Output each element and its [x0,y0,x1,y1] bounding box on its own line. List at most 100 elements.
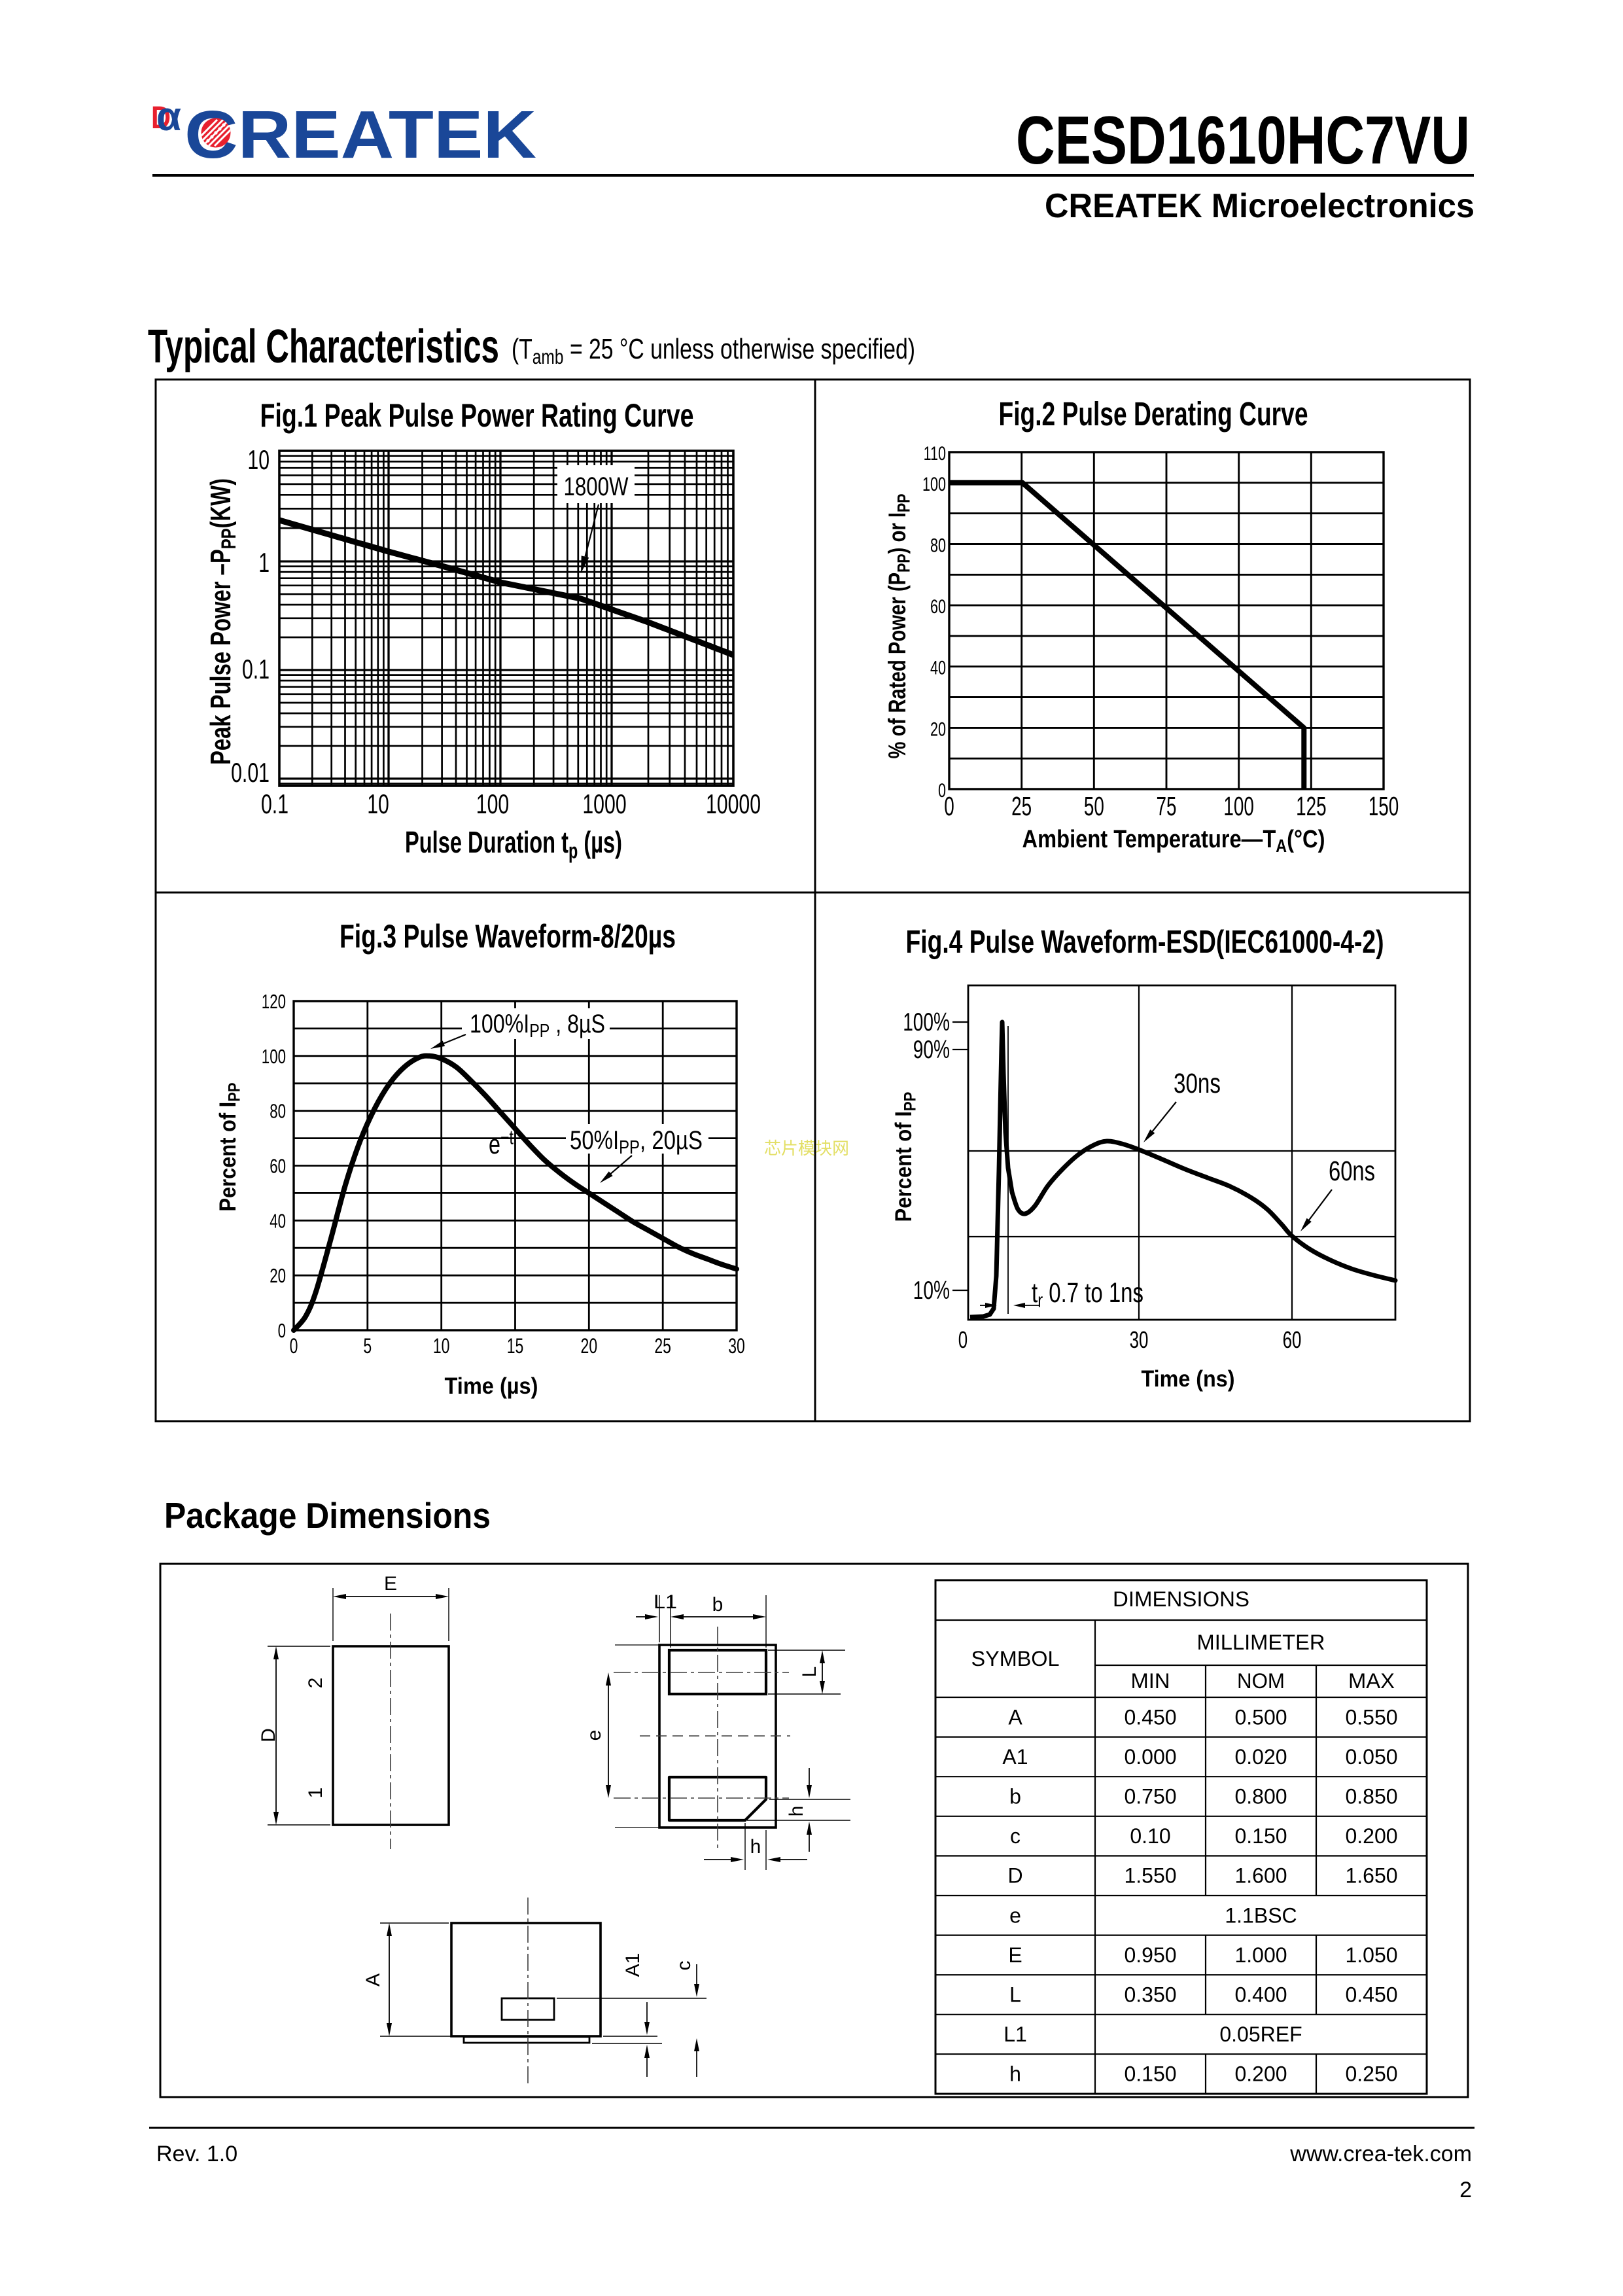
svg-text:(µs): (µs) [578,825,622,859]
svg-text:芯片模块网: 芯片模块网 [764,1139,849,1158]
svg-text:100: 100 [476,788,510,819]
svg-text:100: 100 [922,474,946,495]
svg-text:80: 80 [930,535,946,556]
svg-text:PP: PP [529,1021,550,1042]
svg-text:60: 60 [1283,1326,1302,1353]
svg-text:(T: (T [512,333,532,365]
svg-text:PP: PP [619,1137,640,1158]
svg-text:E: E [1008,1943,1022,1967]
svg-text:0.050: 0.050 [1345,1745,1397,1769]
svg-text:Fig.1 Peak Pulse Power Rating: Fig.1 Peak Pulse Power Rating Curve [260,397,694,434]
svg-text:e: e [1009,1903,1021,1927]
svg-text:Percent of I: Percent of I [215,1102,241,1212]
svg-text:0.150: 0.150 [1124,2062,1176,2086]
svg-text:10: 10 [247,444,270,475]
svg-text:0.850: 0.850 [1345,1785,1397,1809]
svg-text:60: 60 [930,596,946,618]
svg-text:(KW): (KW) [205,478,237,529]
svg-text:Time (µs): Time (µs) [445,1373,538,1399]
svg-text:0: 0 [290,1334,298,1358]
svg-text:e: e [489,1129,500,1159]
svg-text:t: t [1032,1277,1038,1309]
svg-text:1.000: 1.000 [1234,1943,1287,1967]
svg-text:D: D [258,1728,279,1742]
svg-text:40: 40 [930,658,946,679]
svg-text:0.750: 0.750 [1124,1785,1176,1809]
svg-text:NOM: NOM [1237,1669,1285,1693]
svg-text:2: 2 [305,1678,326,1689]
svg-text:10%: 10% [913,1277,950,1305]
svg-text:e: e [584,1730,605,1741]
svg-text:1800W: 1800W [564,472,629,501]
svg-text:−t: −t [500,1127,514,1148]
svg-text:0.200: 0.200 [1345,1824,1397,1848]
svg-text:h: h [1009,2062,1021,2086]
svg-text:5: 5 [363,1334,372,1358]
svg-text:25: 25 [1011,791,1032,821]
svg-text:1.650: 1.650 [1345,1864,1397,1888]
svg-text:0.01: 0.01 [231,757,270,788]
svg-text:25: 25 [654,1334,671,1358]
svg-text:Typical Characteristics: Typical Characteristics [148,321,499,373]
svg-text:125: 125 [1296,791,1327,821]
svg-text:150: 150 [1369,791,1399,821]
svg-text:A1: A1 [1002,1745,1028,1769]
svg-text:50: 50 [1084,791,1104,821]
svg-text:1.550: 1.550 [1124,1864,1176,1888]
svg-text:= 25 °C unless otherwise speci: = 25 °C unless otherwise specified) [564,333,915,365]
svg-text:amb: amb [532,345,564,368]
svg-text:CREATEK Microelectronics: CREATEK Microelectronics [1045,187,1475,225]
svg-text:r: r [1038,1289,1043,1312]
svg-text:1.1BSC: 1.1BSC [1225,1903,1297,1927]
svg-text:0.450: 0.450 [1345,1983,1397,2007]
svg-text:Time (ns): Time (ns) [1142,1366,1235,1392]
svg-text:0.450: 0.450 [1124,1705,1176,1729]
svg-text:0.250: 0.250 [1345,2062,1397,2086]
svg-text:Package Dimensions: Package Dimensions [164,1495,491,1536]
svg-text:10: 10 [433,1334,450,1358]
svg-text:L1: L1 [654,1591,677,1613]
svg-text:CESD1610HC7VU: CESD1610HC7VU [1016,103,1470,179]
svg-text:A: A [362,1973,384,1987]
svg-text:100%: 100% [903,1008,950,1036]
svg-text:0.500: 0.500 [1234,1705,1287,1729]
svg-text:30: 30 [1130,1326,1149,1353]
svg-text:30ns: 30ns [1174,1068,1221,1099]
svg-text:120: 120 [262,990,286,1013]
svg-text:1000: 1000 [582,788,626,819]
svg-text:A: A [1276,836,1287,856]
svg-text:Fig.3 Pulse Waveform-8/20µs: Fig.3 Pulse Waveform-8/20µs [340,918,676,955]
svg-text:p: p [568,839,578,863]
svg-text:Rev. 1.0: Rev. 1.0 [156,2142,237,2166]
svg-text:80: 80 [270,1100,286,1123]
svg-text:0: 0 [944,791,954,821]
svg-text:, 8µS: , 8µS [550,1010,605,1038]
svg-text:PP: PP [894,494,914,513]
svg-text:(°C): (°C) [1287,826,1325,853]
svg-text:75: 75 [1157,791,1177,821]
svg-text:Fig.4 Pulse Waveform-ESD(IEC61: Fig.4 Pulse Waveform-ESD(IEC61000-4-2) [906,925,1384,960]
svg-text:90%: 90% [913,1036,950,1064]
svg-text:b: b [1009,1785,1021,1809]
svg-text:Pulse Duration t: Pulse Duration t [405,825,568,859]
svg-text:PP: PP [225,1083,243,1102]
svg-text:1: 1 [258,547,270,578]
svg-text:) or I: ) or I [884,512,911,554]
svg-text:2: 2 [1459,2178,1472,2202]
svg-text:D: D [1007,1864,1022,1888]
svg-text:20: 20 [270,1264,286,1287]
svg-text:0.1: 0.1 [261,788,288,819]
svg-text:c: c [1010,1824,1021,1848]
svg-text:α: α [156,94,181,139]
svg-text:Percent of I: Percent of I [891,1111,916,1222]
svg-text:Peak Pulse Power –P: Peak Pulse Power –P [205,549,237,765]
svg-text:0.350: 0.350 [1124,1983,1176,2007]
svg-text:0: 0 [958,1326,968,1353]
svg-text:L1: L1 [1003,2022,1027,2046]
svg-text:0.550: 0.550 [1345,1705,1397,1729]
svg-text:0.400: 0.400 [1234,1983,1287,2007]
svg-text:, 20µS: , 20µS [640,1126,703,1155]
svg-text:100%I: 100%I [470,1010,529,1038]
svg-text:MIN: MIN [1131,1669,1170,1693]
svg-text:50%I: 50%I [570,1126,619,1155]
